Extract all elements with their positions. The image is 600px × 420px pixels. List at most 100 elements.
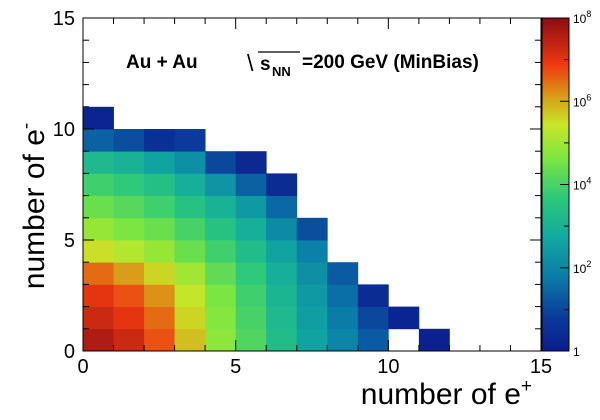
heatmap-cell-5-4 xyxy=(235,240,267,263)
heatmap-cell-2-8 xyxy=(144,151,175,174)
heatmap-cell-8-3 xyxy=(327,262,359,285)
heatmap-cell-9-2 xyxy=(357,284,389,307)
heatmap-cell-6-5 xyxy=(266,217,298,241)
colorbar-tick-label-1: 102 xyxy=(573,259,591,276)
heatmap-cell-5-0 xyxy=(235,328,267,352)
heatmap-cell-1-8 xyxy=(113,151,145,174)
y-axis-title-sup: - xyxy=(16,123,37,129)
heatmap-cell-7-3 xyxy=(296,262,328,285)
x-axis-title-sup: + xyxy=(521,376,532,397)
heatmap-cell-6-4 xyxy=(266,240,298,263)
heatmap-cell-5-1 xyxy=(235,306,267,330)
heatmap-cell-5-5 xyxy=(235,217,267,241)
heatmap-cell-1-2 xyxy=(113,284,145,307)
x-axis-title-base: number of e xyxy=(361,378,521,411)
heatmap-cell-0-9 xyxy=(83,129,114,152)
heatmap-cell-4-6 xyxy=(205,195,237,219)
annotation-sqrt-symbol: \ xyxy=(247,50,254,76)
heatmap-cell-0-0 xyxy=(83,328,114,352)
heatmap-cell-6-1 xyxy=(266,306,298,330)
heatmap-cell-2-6 xyxy=(144,195,175,219)
heatmap-cell-4-2 xyxy=(205,284,237,307)
heatmap-cell-0-4 xyxy=(83,240,114,263)
heatmap-cell-4-0 xyxy=(205,328,237,352)
x-axis-ticks: 0 5 10 15 xyxy=(77,18,552,378)
heatmap-cell-10-1 xyxy=(388,306,420,330)
plot-frame-outline xyxy=(82,17,542,352)
heatmap-cell-4-5 xyxy=(205,217,237,241)
heatmap-cell-3-6 xyxy=(174,195,206,219)
heatmap-cell-1-7 xyxy=(113,173,145,196)
heatmap-cell-2-4 xyxy=(144,240,175,263)
heatmap-cell-0-2 xyxy=(83,284,114,307)
heatmap-cell-3-8 xyxy=(174,151,206,174)
heatmap-cell-1-1 xyxy=(113,306,145,330)
colorbar-ticks: 1 102 104 106 108 xyxy=(560,9,591,359)
heatmap-cell-6-0 xyxy=(266,328,298,352)
heatmap-cell-3-7 xyxy=(174,173,206,196)
heatmap-cell-5-2 xyxy=(235,284,267,307)
heatmap-cell-2-5 xyxy=(144,217,175,241)
heatmap-cell-11-0 xyxy=(418,328,450,352)
heatmap-cell-2-1 xyxy=(144,306,175,330)
x-tick-label-5: 5 xyxy=(230,356,241,378)
heatmap-cell-1-0 xyxy=(113,328,145,352)
x-tick-label-0: 0 xyxy=(77,356,88,378)
heatmap-cell-4-3 xyxy=(205,262,237,285)
heatmap-cell-0-7 xyxy=(83,173,114,196)
heatmap-cell-9-1 xyxy=(357,306,389,330)
y-tick-label-10: 10 xyxy=(53,119,75,141)
heatmap-cell-0-1 xyxy=(83,306,114,330)
heatmap-cell-6-3 xyxy=(266,262,298,285)
colorbar-tick-label-4: 108 xyxy=(573,9,591,26)
heatmap-cell-7-0 xyxy=(296,328,328,352)
heatmap-cell-6-2 xyxy=(266,284,298,307)
x-axis-title: number of e+ xyxy=(361,376,532,411)
heatmap-cell-1-9 xyxy=(113,129,145,152)
heatmap-cell-2-9 xyxy=(144,129,175,152)
heatmap-cell-7-5 xyxy=(296,217,328,241)
heatmap-cell-6-7 xyxy=(266,173,298,196)
heatmap-cell-8-0 xyxy=(327,328,359,352)
heatmap-cell-9-0 xyxy=(357,328,389,352)
y-tick-label-0: 0 xyxy=(64,341,75,363)
annotation-s: s xyxy=(260,54,271,75)
heatmap-cells xyxy=(83,106,450,352)
heatmap-cell-3-1 xyxy=(174,306,206,330)
heatmap-cell-1-5 xyxy=(113,217,145,241)
heatmap-cell-4-8 xyxy=(205,151,237,174)
heatmap-cell-2-2 xyxy=(144,284,175,307)
heatmap-cell-1-3 xyxy=(113,262,145,285)
heatmap-cell-4-7 xyxy=(205,173,237,196)
annotation-energy: =200 GeV (MinBias) xyxy=(302,52,479,73)
heatmap-cell-5-6 xyxy=(235,195,267,219)
heatmap-cell-0-3 xyxy=(83,262,114,285)
heatmap-cell-4-4 xyxy=(205,240,237,263)
heatmap-cell-0-5 xyxy=(83,217,114,241)
y-axis-title: number of e- xyxy=(16,123,51,289)
heatmap-cell-7-1 xyxy=(296,306,328,330)
heatmap-cell-5-3 xyxy=(235,262,267,285)
heatmap-cell-1-4 xyxy=(113,240,145,263)
x-tick-label-10: 10 xyxy=(377,356,399,378)
y-axis-title-base: number of e xyxy=(18,129,51,289)
x-tick-label-15: 15 xyxy=(530,356,552,378)
colorbar-tick-label-2: 104 xyxy=(573,176,591,193)
heatmap-cell-8-1 xyxy=(327,306,359,330)
annotation-system: Au + Au xyxy=(126,52,198,73)
heatmap-cell-0-6 xyxy=(83,195,114,219)
heatmap-cell-7-2 xyxy=(296,284,328,307)
heatmap-cell-3-2 xyxy=(174,284,206,307)
y-axis-ticks: 0 5 10 15 xyxy=(53,8,541,363)
heatmap-cell-2-7 xyxy=(144,173,175,196)
heatmap-cell-5-8 xyxy=(235,151,267,174)
y-tick-label-15: 15 xyxy=(53,8,75,30)
heatmap-cell-3-4 xyxy=(174,240,206,263)
heatmap-cell-3-9 xyxy=(174,129,206,152)
heatmap-cell-3-3 xyxy=(174,262,206,285)
heatmap-cell-2-0 xyxy=(144,328,175,352)
heatmap-cell-8-2 xyxy=(327,284,359,307)
y-tick-label-5: 5 xyxy=(64,230,75,252)
heatmap-cell-3-5 xyxy=(174,217,206,241)
